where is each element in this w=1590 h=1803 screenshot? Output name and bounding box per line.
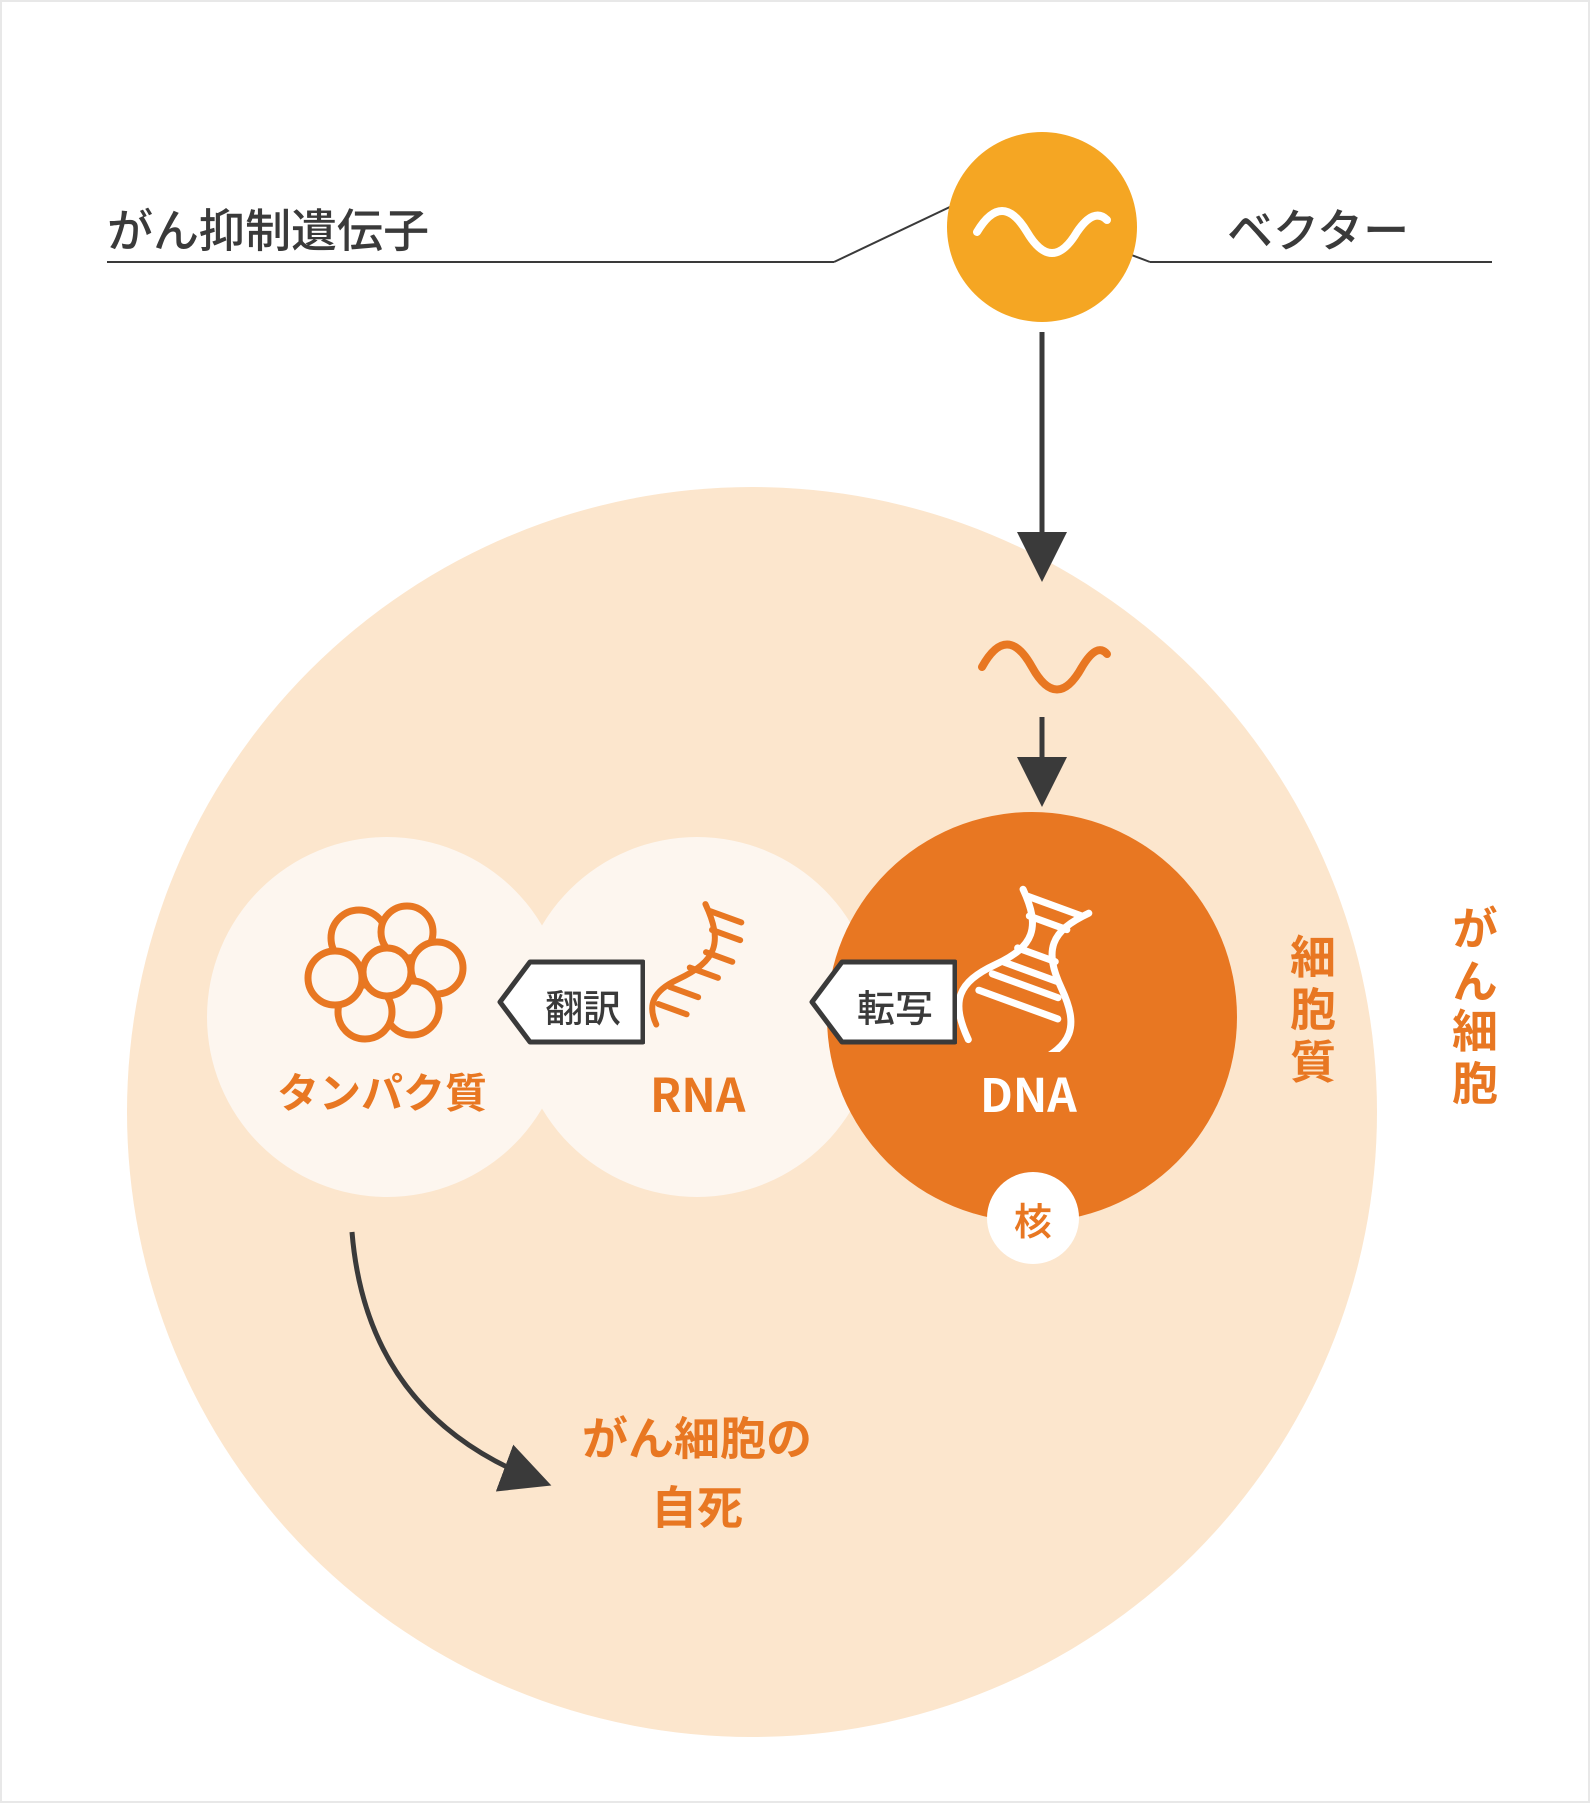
cancer-cell-label: がん細胞 xyxy=(1442,902,1508,1110)
apoptosis-label: がん細胞の 自死 xyxy=(582,1402,812,1540)
diagram-canvas: がん抑制遺伝子 ベクター xyxy=(0,0,1590,1803)
apoptosis-line1: がん細胞の xyxy=(582,1402,812,1471)
apoptosis-line2: 自死 xyxy=(582,1471,812,1540)
cytoplasm-label: 細胞質 xyxy=(1280,932,1346,1088)
